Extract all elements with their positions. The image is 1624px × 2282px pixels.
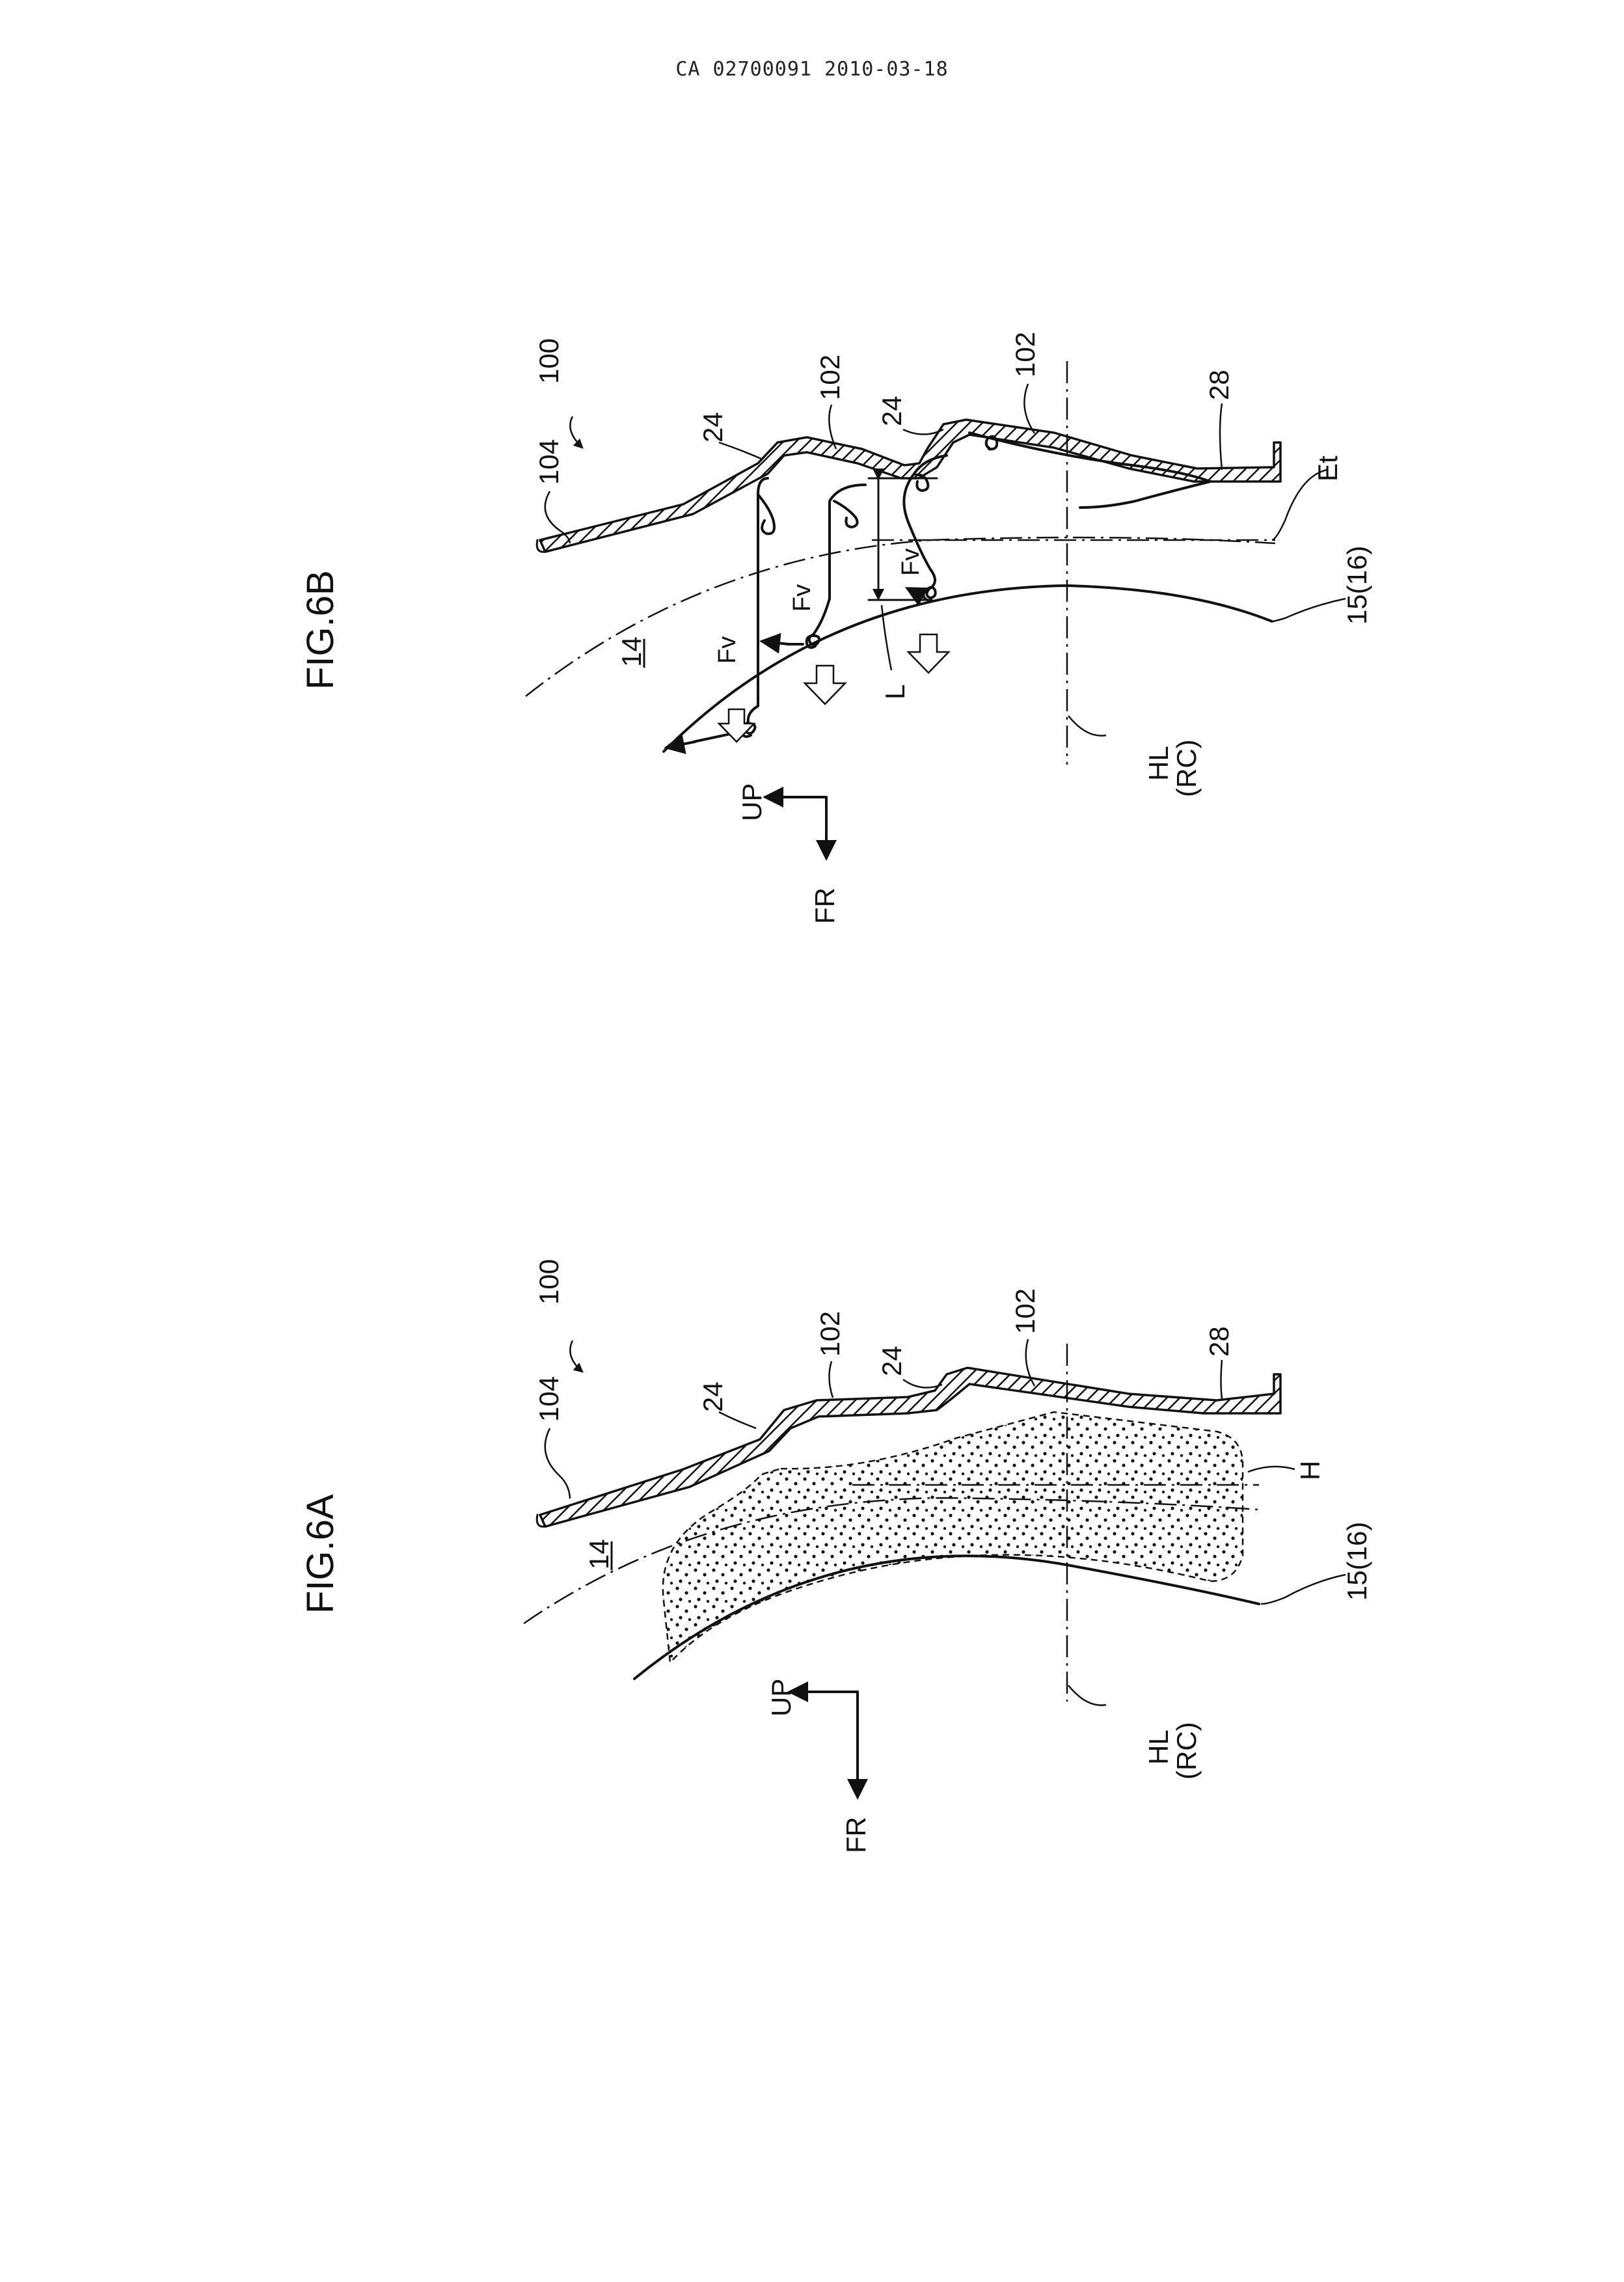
document-header: CA 02700091 2010-03-18 [675,58,948,81]
up-arrow [792,1692,858,1788]
rc-label: (RC) [1171,1722,1202,1780]
ref-100-label: 100 [534,338,564,384]
fv-label-2: Fv [789,584,816,612]
ref-24-label: 24 [697,1381,728,1412]
hl-leader [1068,1685,1106,1705]
dimension-l [869,478,937,600]
ref-102-label-left: 102 [815,355,845,400]
ref-102-label-right: 102 [1010,332,1040,377]
streamline-2 [813,485,865,634]
ref-28-label: 28 [1204,370,1234,400]
up-arrow [768,797,826,845]
ref-24-leader [719,1412,756,1428]
hl-leader [1068,716,1106,736]
ref-15-16-leader [1272,599,1346,621]
hollow-arrow-3 [908,634,949,673]
up-label: UP [766,1679,796,1717]
streamline-1-top-curl [758,495,774,534]
hl-label: HL [1143,746,1174,781]
ref-102-label-left: 102 [815,1311,845,1357]
ref-104-label: 104 [534,439,564,485]
rc-label: (RC) [1171,739,1202,797]
ref-24-label-left: 24 [697,412,728,442]
ref-et-label: Et [1312,455,1343,482]
streamline-2-vortex [787,634,819,647]
streamline-3-tail [910,590,921,595]
fr-label: FR [841,1817,871,1853]
ref-102-right-leader [1024,384,1035,433]
ref-15-16-label: 15(16) [1342,1522,1372,1601]
ref-102-label-right: 102 [1010,1288,1040,1334]
up-label: UP [737,783,767,821]
hollow-arrow-2 [805,666,845,704]
ref-100-label: 100 [534,1259,564,1305]
figure-6b-title: FIG.6B [299,570,342,690]
fr-label: FR [809,888,840,924]
ref-15-16-label: 15(16) [1342,546,1372,625]
direction-arrows-6a: UP FR [766,1679,871,1853]
fv-label-1: Fv [714,636,741,664]
streamline-2-tail [765,642,789,644]
streamline-3-vortex [923,588,935,601]
fv-label-3: Fv [897,549,925,576]
ref-14-label: 14 [616,636,647,667]
panel-section-6b [540,420,1280,552]
ref-28-label: 28 [1204,1326,1234,1357]
ref-24-label-right: 24 [876,1346,907,1376]
ref-28-leader [1221,1360,1223,1399]
ref-100-arrow [570,1340,582,1372]
hl-label: HL [1143,1730,1174,1765]
ref-24-left-leader [719,442,761,459]
figure-6a-title: FIG.6A [299,1494,342,1614]
figure-6b: FIG.6B [299,332,1372,924]
ref-28-leader [1220,403,1222,470]
ref-14-label: 14 [584,1539,614,1569]
ref-100-arrow [570,416,582,448]
ref-102-left-leader [829,1361,833,1398]
figure-6a: FIG.6A 100 104 24 102 24 102 28 14 H 15(… [299,1259,1372,1853]
streamline-2-top-curl [834,501,858,527]
dimension-l-label: L [880,685,910,700]
ref-104-label: 104 [534,1376,564,1422]
direction-arrows-6b: UP FR [737,783,840,924]
ref-h-label: H [1295,1461,1325,1480]
ref-15-16-leader [1261,1575,1346,1604]
ref-104-leader [545,1428,570,1499]
ref-24-right-leader [903,1379,942,1388]
ref-24-label-right: 24 [876,396,907,426]
streamline-1 [748,478,768,722]
ref-h-leader [1248,1467,1295,1472]
